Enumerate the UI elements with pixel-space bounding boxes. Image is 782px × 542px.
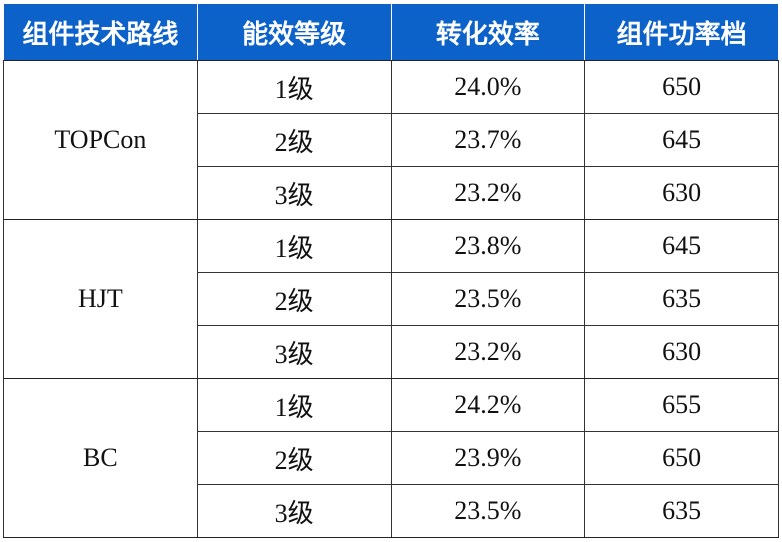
table-cell: 1级 (196, 378, 392, 432)
table-row: BC 1级 24.2% 655 (3, 378, 779, 538)
table-cell: 24.2% (390, 378, 586, 432)
table-cell: 3级 (196, 325, 392, 379)
table-body: TOPCon 1级 24.0% 650 2级 23.7% 645 3级 23.2% 630 HJT 1… (3, 60, 779, 538)
table-container: 组件技术路线 能效等级 转化效率 组件功率档 TOPCon 1级 24.0% 650 2级 23… (3, 3, 779, 538)
table-row: TOPCon 1级 24.0% 650 (3, 60, 779, 220)
table: 组件技术路线 能效等级 转化效率 组件功率档 TOPCon 1级 24.0% 650 2级 23… (3, 3, 779, 538)
table-cell: 650 (584, 60, 779, 114)
table-cell: 24.0% (390, 60, 586, 114)
table-cell: 630 (584, 166, 779, 220)
table-cell: 23.5% (390, 484, 586, 538)
table-cell: 650 (584, 431, 779, 485)
table-cell: 635 (584, 272, 779, 326)
table-cell: 1级 (196, 60, 392, 114)
header-cell: 转化效率 (390, 3, 586, 61)
table-row: 2级 23.7% 645 (4, 113, 779, 167)
table-cell: 23.9% (390, 431, 586, 485)
table-cell: 23.5% (390, 272, 586, 326)
table-cell: 23.2% (390, 166, 586, 220)
table-cell: 1级 (196, 219, 392, 273)
header-cell: 能效等级 (196, 3, 392, 61)
header-row: 组件技术路线 能效等级 转化效率 组件功率档 (3, 3, 779, 61)
table-row: 3级 23.5% 635 (4, 484, 779, 538)
table-row: HJT 1级 23.8% 645 (3, 219, 779, 379)
table-cell: 2级 (196, 431, 392, 485)
table-row: 3级 23.2% 630 (4, 325, 779, 379)
table-header: 组件技术路线 能效等级 转化效率 组件功率档 (3, 3, 779, 61)
header-cell: 组件技术路线 (3, 3, 198, 61)
table-row: 2级 23.9% 650 (4, 431, 779, 485)
group-cell: HJT (3, 219, 198, 379)
table-cell: 23.2% (390, 325, 586, 379)
table-cell: 2级 (196, 272, 392, 326)
table-cell: 3级 (196, 166, 392, 220)
header-cell: 组件功率档 (584, 3, 779, 61)
table-cell: 3级 (196, 484, 392, 538)
table-cell: 635 (584, 484, 779, 538)
table-cell: 645 (584, 219, 779, 273)
group-cell: TOPCon (3, 60, 198, 220)
group-cell: BC (3, 378, 198, 538)
table-cell: 23.7% (390, 113, 586, 167)
table-cell: 645 (584, 113, 779, 167)
table-cell: 655 (584, 378, 779, 432)
table-cell: 2级 (196, 113, 392, 167)
table-cell: 23.8% (390, 219, 586, 273)
table-cell: 630 (584, 325, 779, 379)
